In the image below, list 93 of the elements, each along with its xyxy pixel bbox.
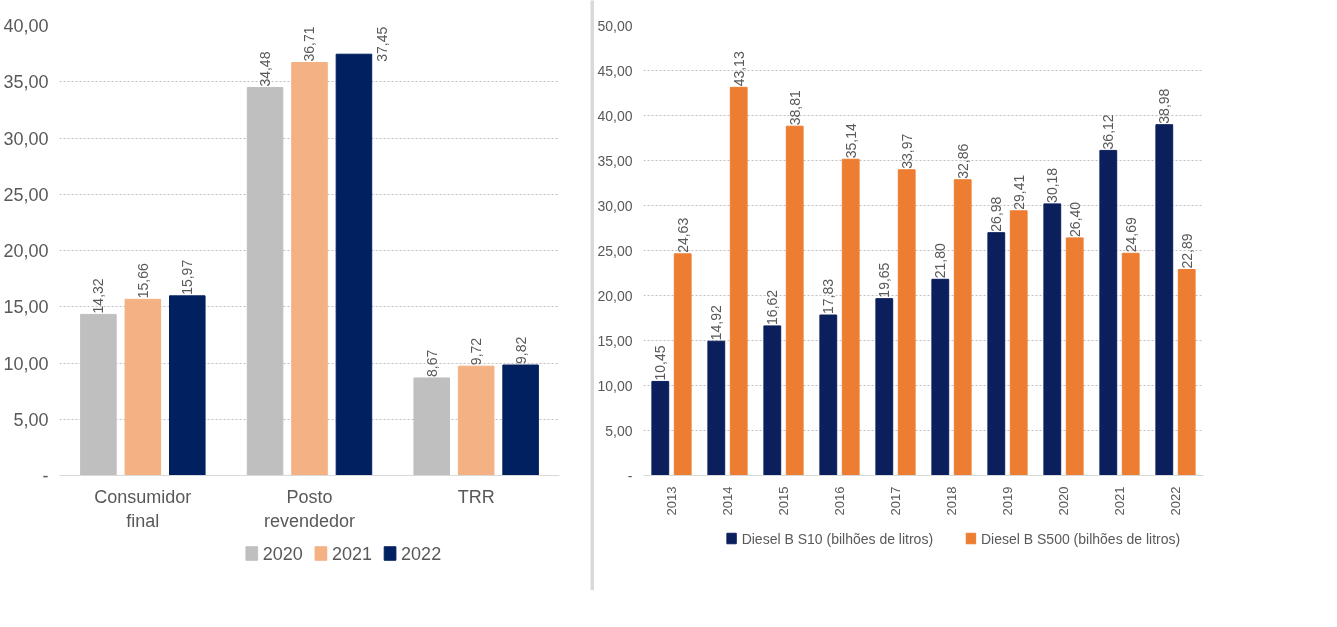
data-label: 30,18 xyxy=(1044,167,1061,203)
data-label: 37,45 xyxy=(373,26,390,62)
data-label: 36,12 xyxy=(1100,114,1117,150)
legend-label: 2022 xyxy=(401,544,442,564)
legend-label: Diesel B S500 (bilhões de litros) xyxy=(981,530,1181,547)
y-tick-label: 10,00 xyxy=(3,353,49,374)
bar xyxy=(987,232,1006,476)
y-tick-label: 30,00 xyxy=(3,128,49,149)
bar xyxy=(169,295,206,476)
data-label: 29,41 xyxy=(1010,174,1027,210)
bar xyxy=(1099,149,1118,476)
y-tick-label: - xyxy=(42,466,49,486)
bar xyxy=(673,253,692,476)
y-tick-label: 40,00 xyxy=(3,16,49,36)
data-label: 32,86 xyxy=(954,143,971,179)
data-label: 14,92 xyxy=(708,304,725,341)
data-label: 16,62 xyxy=(764,289,781,325)
legend-label: 2020 xyxy=(262,544,303,564)
x-tick-label: 2014 xyxy=(720,486,735,516)
y-tick-label: 35,00 xyxy=(3,72,49,93)
y-tick-label: 45,00 xyxy=(597,62,633,79)
bar xyxy=(819,314,838,476)
data-label: 24,63 xyxy=(674,217,691,253)
y-tick-label: 5,00 xyxy=(605,422,633,439)
bar xyxy=(897,169,916,476)
y-tick-label: 25,00 xyxy=(3,184,49,205)
x-tick-label: 2019 xyxy=(1000,486,1015,516)
bar xyxy=(1155,124,1174,476)
data-label: 35,14 xyxy=(842,122,859,159)
data-label: 8,67 xyxy=(423,349,440,377)
bar xyxy=(291,62,328,476)
data-label: 22,89 xyxy=(1178,233,1195,269)
y-tick-label: 30,00 xyxy=(597,197,633,214)
legend-label: 2021 xyxy=(331,544,373,564)
x-tick-label: 2022 xyxy=(1168,486,1183,516)
bar xyxy=(953,179,972,476)
bar xyxy=(785,125,804,476)
bar xyxy=(457,365,495,476)
bar xyxy=(931,278,950,476)
x-tick-label: 2020 xyxy=(1056,486,1071,516)
data-label: 38,81 xyxy=(786,89,803,126)
x-tick-label: 2015 xyxy=(776,486,791,516)
bar xyxy=(1177,268,1196,476)
bar xyxy=(1065,237,1084,476)
data-label: 9,72 xyxy=(468,337,485,366)
bar xyxy=(1121,252,1140,476)
y-tick-label: 35,00 xyxy=(597,152,633,169)
legend-label: Diesel B S10 (bilhões de litros) xyxy=(741,530,934,547)
bar xyxy=(124,298,162,476)
y-tick-label: 25,00 xyxy=(597,242,633,259)
y-tick-label: 20,00 xyxy=(597,287,633,304)
y-tick-label: 20,00 xyxy=(3,241,49,261)
data-label: 43,13 xyxy=(730,51,747,87)
data-label: 21,80 xyxy=(932,243,949,279)
bar xyxy=(1043,203,1062,476)
data-label: 9,82 xyxy=(512,336,529,365)
y-tick-label: 50,00 xyxy=(597,17,633,34)
data-label: 24,69 xyxy=(1122,217,1139,253)
bar xyxy=(729,86,748,476)
bar xyxy=(651,380,670,476)
data-label: 34,48 xyxy=(257,51,274,87)
bar xyxy=(707,340,726,476)
x-tick-label: 2017 xyxy=(888,486,903,516)
data-label: 26,40 xyxy=(1066,201,1083,237)
bar xyxy=(1009,210,1028,476)
data-label: 14,32 xyxy=(90,278,107,314)
bar xyxy=(502,364,539,476)
data-label: 10,45 xyxy=(652,345,669,381)
data-label: 33,97 xyxy=(898,133,915,169)
data-label: 26,98 xyxy=(988,196,1005,232)
data-label: 38,98 xyxy=(1156,88,1173,124)
x-tick-label: 2018 xyxy=(944,486,959,516)
data-label: 15,97 xyxy=(179,259,196,295)
y-tick-label: 40,00 xyxy=(597,107,633,124)
x-tick-label: TRR xyxy=(457,486,495,507)
x-tick-label: Posto revendedor xyxy=(263,486,356,531)
data-label: 36,71 xyxy=(301,26,318,62)
x-tick-label: 2021 xyxy=(1112,486,1127,516)
y-tick-label: 15,00 xyxy=(3,297,49,318)
y-tick-label: 15,00 xyxy=(597,332,633,349)
data-label: 19,65 xyxy=(876,262,893,298)
y-tick-label: 10,00 xyxy=(597,377,633,394)
data-label: 17,83 xyxy=(820,278,837,315)
x-tick-label: Consumidor final xyxy=(94,486,192,531)
x-tick-label: 2016 xyxy=(832,486,847,516)
x-tick-label: 2013 xyxy=(664,486,679,516)
y-tick-label: 5,00 xyxy=(13,409,49,430)
bar xyxy=(841,158,860,476)
bar xyxy=(763,325,782,476)
bar xyxy=(875,298,894,476)
y-tick-label: - xyxy=(627,467,633,484)
data-label: 15,66 xyxy=(134,263,151,299)
bar xyxy=(335,53,373,476)
